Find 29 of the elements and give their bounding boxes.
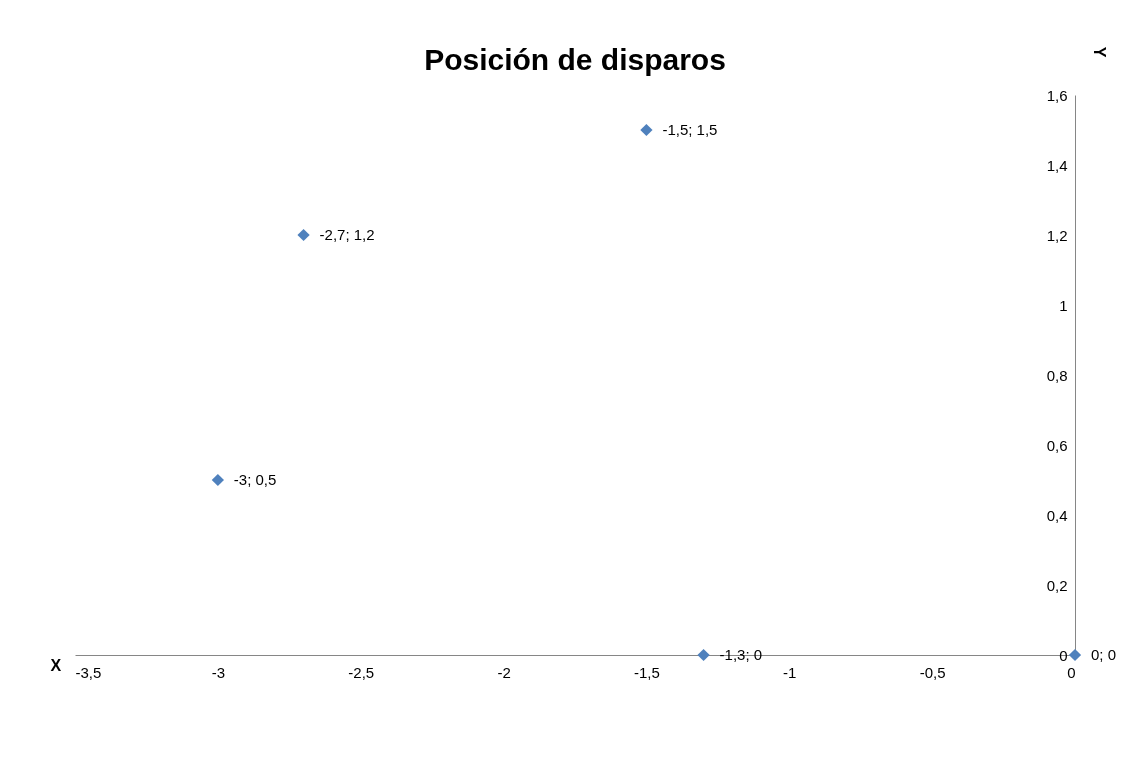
x-tick-label: -2,5	[348, 663, 375, 681]
x-tick-label: -0,5	[919, 663, 946, 681]
x-axis-title: X	[50, 656, 62, 674]
point	[640, 123, 653, 137]
y-tick-label: 0,6	[1046, 436, 1068, 454]
x-tick-label: -3,5	[75, 663, 102, 681]
y-axis-title: Y	[1090, 46, 1108, 58]
point	[211, 473, 224, 487]
x-tick-label: -1	[783, 663, 797, 681]
chart-title: Posición de disparos	[424, 43, 726, 77]
point	[297, 228, 310, 242]
data-label: -1,3; 0	[719, 646, 763, 663]
y-tick-label: 0,8	[1046, 366, 1068, 384]
y-tick-label: 0,2	[1046, 576, 1068, 594]
x-tick-label: -3	[211, 663, 226, 681]
data-label: -1,5; 1,5	[662, 121, 718, 138]
x-tick-label: -1,5	[634, 663, 660, 681]
data-label: -3; 0,5	[233, 471, 277, 488]
y-tick-label: 0	[1059, 646, 1068, 664]
data-label: -2,7; 1,2	[319, 226, 375, 243]
x-tick-label: -2	[497, 663, 511, 681]
y-tick-label: 1,6	[1046, 86, 1068, 104]
point	[1068, 648, 1082, 662]
y-tick-label: 1,2	[1046, 226, 1068, 244]
point	[697, 648, 710, 662]
y-tick-label: 1	[1059, 296, 1068, 314]
y-tick-label: 1,4	[1046, 156, 1068, 174]
y-tick-label: 0,4	[1046, 506, 1068, 524]
data-label: 0; 0	[1091, 646, 1117, 663]
